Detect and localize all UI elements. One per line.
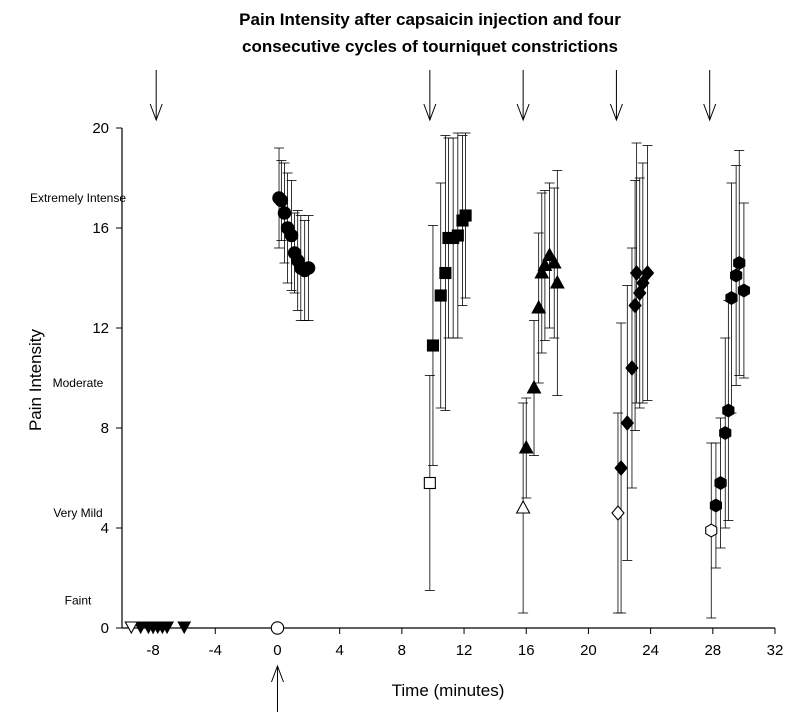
arrow-head	[149, 103, 163, 122]
arrow-head	[271, 664, 284, 683]
square-marker	[426, 339, 440, 352]
y-category-label: Moderate	[53, 376, 104, 390]
arrow-head	[609, 103, 623, 122]
triangle-up-marker	[534, 264, 550, 279]
x-tick-label: -4	[209, 642, 222, 659]
hexagon-marker	[733, 255, 746, 271]
arrow-head	[423, 103, 437, 122]
diamond-marker	[640, 265, 655, 281]
y-category-label: Faint	[65, 594, 92, 608]
chart-title-line-1: Pain Intensity after capsaicin injection…	[239, 10, 621, 29]
hexagon-marker	[719, 425, 732, 441]
triangle-down-marker	[177, 621, 192, 635]
hexagon-marker	[705, 523, 718, 538]
hexagon-marker	[709, 498, 723, 513]
x-axis-label: Time (minutes)	[392, 681, 505, 700]
x-tick-label: -8	[146, 642, 159, 659]
x-tick-label: 32	[767, 642, 784, 659]
triangle-up-marker	[515, 499, 531, 514]
y-tick-label: 20	[92, 120, 109, 137]
x-tick-label: 12	[456, 642, 473, 659]
diamond-marker	[620, 415, 635, 431]
circle-marker	[301, 261, 316, 275]
y-tick-label: 0	[101, 620, 109, 637]
hexagon-marker	[714, 475, 727, 491]
circle-marker	[270, 621, 285, 635]
y-axis-label: Pain Intensity	[26, 328, 45, 431]
hexagon-marker	[722, 403, 735, 418]
square-marker	[451, 229, 464, 242]
x-tick-label: 0	[273, 642, 281, 659]
square-marker	[439, 266, 452, 280]
y-tick-label: 8	[101, 420, 109, 437]
hexagon-marker	[725, 290, 738, 306]
hexagon-marker	[730, 268, 743, 283]
error-bars	[274, 132, 749, 619]
x-tick-label: 24	[642, 642, 659, 659]
triangle-up-marker	[531, 299, 547, 314]
injection-arrows	[149, 70, 717, 712]
data-points	[124, 191, 750, 635]
diamond-marker	[628, 297, 642, 314]
diamond-marker	[636, 275, 650, 291]
diamond-marker	[611, 505, 625, 521]
arrow-head	[516, 103, 530, 122]
square-marker	[434, 289, 447, 302]
square-marker	[459, 209, 472, 222]
triangle-up-marker	[526, 379, 542, 394]
square-marker	[423, 476, 436, 490]
circle-marker	[274, 193, 289, 208]
y-tick-label: 4	[101, 520, 109, 537]
y-category-label: Extremely Intense	[30, 191, 126, 205]
x-tick-label: 28	[704, 642, 721, 659]
triangle-up-marker	[549, 274, 565, 289]
y-axis-ticks: 0 4 8 12 16 20	[92, 120, 122, 637]
triangle-down-marker	[160, 621, 175, 635]
triangle-up-marker	[546, 254, 562, 269]
x-tick-label: 16	[518, 642, 535, 659]
diamond-marker	[629, 265, 644, 281]
hexagon-marker	[737, 283, 750, 298]
x-tick-label: 8	[398, 642, 406, 659]
y-category-label: Very Mild	[53, 506, 102, 520]
y-category-labels: Extremely Intense Moderate Very Mild Faint	[30, 191, 126, 608]
circle-marker	[277, 206, 292, 220]
y-tick-label: 12	[92, 320, 109, 337]
diamond-marker	[625, 360, 639, 376]
triangle-down-marker	[124, 621, 139, 635]
x-tick-label: 20	[580, 642, 597, 659]
x-axis-ticks: -8 -4 0 4 8 12 16 20 24 28 32	[146, 628, 783, 659]
x-tick-label: 4	[335, 642, 343, 659]
circle-marker	[284, 228, 299, 243]
diamond-marker	[614, 460, 628, 476]
y-tick-label: 16	[92, 220, 109, 237]
triangle-up-marker	[518, 439, 534, 454]
arrow-head	[703, 103, 717, 122]
chart-title-line-2: consecutive cycles of tourniquet constri…	[242, 37, 618, 56]
